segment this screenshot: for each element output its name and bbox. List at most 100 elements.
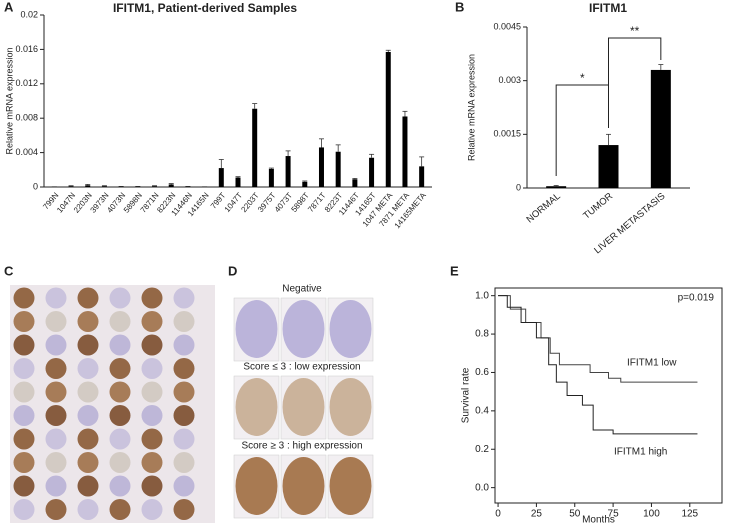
stain-core [282,457,325,515]
tissue-core [77,405,99,426]
tissue-core [109,358,131,379]
x-tick-label: 125 [681,509,698,520]
y-tick-label: 0.4 [475,405,489,416]
x-tick-label: 50 [569,509,581,520]
chart-title: IFITM1 [589,1,627,15]
tissue-core [77,287,99,309]
tissue-core [45,475,67,497]
panel-letter: B [455,0,464,14]
bar [285,156,291,187]
tissue-core [141,405,163,426]
y-tick-label: 0.016 [15,44,38,54]
tissue-core [109,334,131,356]
stain-core [282,300,325,358]
tissue-core [77,452,99,473]
y-tick-label: 0.004 [15,147,38,157]
tissue-core [109,287,131,309]
tissue-core [77,499,99,520]
y-tick-label: 0.003 [498,75,521,85]
x-tick-label: 25 [531,509,543,520]
tissue-core [141,452,163,473]
row-label: Score ≤ 3 : low expression [243,362,360,373]
bar [369,157,375,187]
bar [650,69,671,188]
significance-mark: * [580,71,585,85]
tissue-core [77,358,99,379]
tissue-core [173,405,195,426]
x-tick-label: NORMAL [524,191,562,226]
y-tick-label: 0.0 [475,482,489,493]
bar [85,185,91,187]
tissue-core [109,381,131,403]
annotation: p=0.019 [678,293,715,304]
y-tick-label: 0.0045 [493,21,521,31]
stain-core [235,300,278,358]
tissue-core [13,475,35,497]
bar [335,151,341,187]
bar [152,186,158,187]
tissue-core [141,358,163,379]
tissue-core [45,287,67,309]
tissue-core [45,428,67,450]
tissue-core [13,358,35,379]
tissue-core [45,405,67,426]
tissue-core [77,334,99,356]
y-tick-label: 0 [516,182,521,192]
tissue-core [141,311,163,332]
tissue-core [109,499,131,520]
row-label: Score ≥ 3 : high expression [241,441,362,452]
tissue-core [173,428,195,450]
y-tick-label: 0.012 [15,78,38,88]
bar [318,147,324,187]
y-tick-label: 0.008 [15,113,38,123]
significance-bracket [608,37,662,125]
tissue-core [109,475,131,497]
tissue-core [45,334,67,356]
bar [252,108,258,187]
stain-core [329,457,372,515]
tissue-core [45,311,67,332]
y-axis-label: Relative mRNA expression [466,54,476,161]
tissue-core [109,452,131,473]
tissue-core [109,428,131,450]
y-axis-label: Relative mRNA expression [4,47,14,154]
y-tick-label: 1.0 [475,290,489,301]
bar [101,186,107,187]
stain-core [235,457,278,515]
stain-core [235,378,278,436]
stain-core [282,378,325,436]
stain-core [329,378,372,436]
tissue-core [45,452,67,473]
survival-curve [498,295,698,435]
tissue-core [141,287,163,309]
tissue-core [109,311,131,332]
tissue-core [13,287,35,309]
tissue-core [13,381,35,403]
tissue-core [141,428,163,450]
panel-letter: A [4,0,14,14]
x-tick-label: TUMOR [581,191,615,222]
bar [68,186,74,187]
tissue-core [109,405,131,426]
bar [302,181,308,187]
tissue-core [173,475,195,497]
tissue-core [141,475,163,497]
legend-label: IFITM1 high [614,447,667,458]
tissue-core [173,499,195,520]
y-tick-label: 0.8 [475,329,489,340]
tissue-core [173,381,195,403]
x-axis-label: Months [582,515,615,526]
row-label: Negative [282,284,322,295]
bar [598,145,619,188]
panel-letter: D [228,263,237,278]
tissue-core [141,499,163,520]
y-tick-label: 0.0015 [493,129,521,139]
bar [402,116,408,187]
bar [218,168,224,187]
y-tick-label: 0 [33,181,38,191]
x-tick-label: 75 [608,509,620,520]
y-tick-label: 0.6 [475,367,489,378]
legend-label: IFITM1 low [627,358,677,369]
survival-curve [498,295,698,383]
y-tick-label: 0.02 [20,9,38,19]
